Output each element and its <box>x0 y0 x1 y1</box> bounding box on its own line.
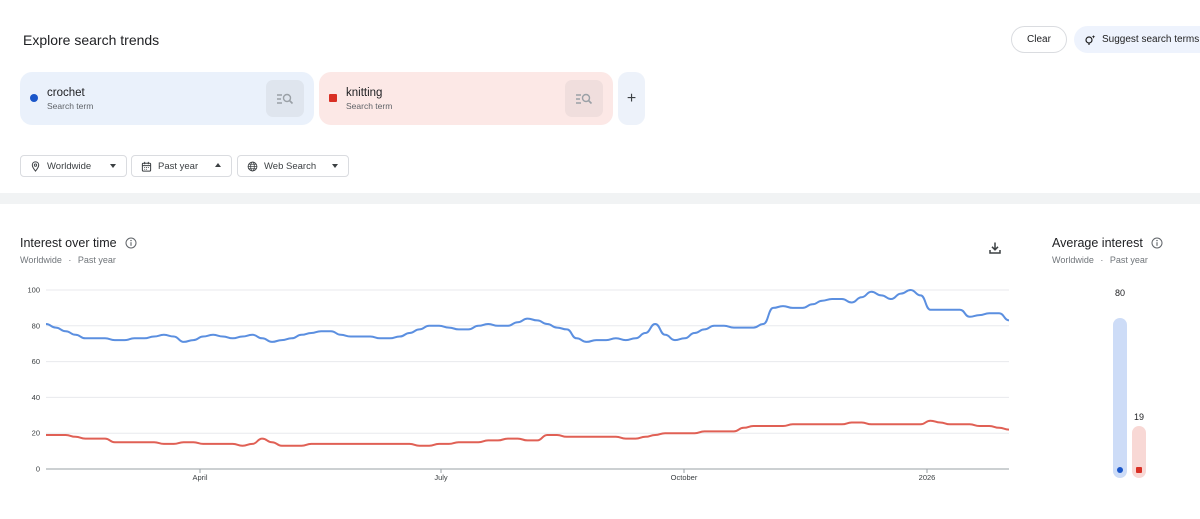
download-icon[interactable] <box>988 241 1002 255</box>
subtitle-separator: · <box>68 255 72 265</box>
interest-over-time-label: Interest over time <box>20 236 117 250</box>
location-pin-icon <box>31 160 40 172</box>
x-tick-label: October <box>671 473 698 482</box>
suggest-search-terms-button[interactable]: Suggest search terms <box>1074 26 1200 53</box>
crochet-color-dot <box>1117 467 1123 473</box>
search-list-icon <box>576 93 593 104</box>
average-interest-subtitle: Worldwide · Past year <box>1052 255 1148 265</box>
average-value-crochet: 80 <box>1114 288 1125 298</box>
y-tick-label: 80 <box>32 321 40 330</box>
plus-icon: + <box>626 89 637 107</box>
x-tick-label: April <box>192 473 207 482</box>
sparkle-icon <box>1085 34 1096 45</box>
series-line-crochet[interactable] <box>45 289 1010 343</box>
location-filter[interactable]: Worldwide <box>20 155 127 177</box>
y-tick-label: 0 <box>36 465 40 474</box>
average-bar-crochet <box>1113 317 1127 478</box>
globe-icon <box>247 161 258 171</box>
calendar-icon <box>141 161 152 172</box>
subtitle-location: Worldwide <box>20 255 62 265</box>
chevron-down-icon <box>332 164 338 168</box>
search-list-icon <box>277 93 294 104</box>
term-subtitle: Search term <box>346 101 393 111</box>
clear-button[interactable]: Clear <box>1011 26 1067 53</box>
term-card-knitting[interactable]: knitting Search term <box>319 72 613 125</box>
info-icon[interactable] <box>125 237 137 249</box>
average-interest-title: Average interest <box>1052 236 1163 250</box>
subtitle-separator: · <box>1100 255 1104 265</box>
add-term-button[interactable]: + <box>618 72 645 125</box>
x-tick-label: 2026 <box>919 473 936 482</box>
search-property-filter[interactable]: Web Search <box>237 155 349 177</box>
term-subtitle: Search term <box>47 101 94 111</box>
series-color-dot <box>30 94 38 102</box>
y-tick-label: 100 <box>27 286 40 295</box>
chevron-down-icon <box>110 164 116 168</box>
subtitle-period: Past year <box>1109 255 1148 265</box>
interest-over-time-title: Interest over time <box>20 236 137 250</box>
info-icon[interactable] <box>1151 237 1163 249</box>
chevron-up-icon <box>215 163 221 167</box>
y-tick-label: 40 <box>32 393 40 402</box>
average-interest-label: Average interest <box>1052 236 1143 250</box>
location-filter-label: Worldwide <box>47 160 92 172</box>
subtitle-location: Worldwide <box>1052 255 1094 265</box>
page-title: Explore search trends <box>23 32 160 48</box>
time-range-filter[interactable]: Past year <box>131 155 232 177</box>
term-search-button[interactable] <box>266 80 304 117</box>
series-line-knitting[interactable] <box>46 419 1010 447</box>
average-bar-knitting <box>1132 426 1146 478</box>
knitting-color-square <box>1136 467 1142 473</box>
x-tick-label: July <box>434 473 448 482</box>
subtitle-period: Past year <box>77 255 116 265</box>
term-name: knitting <box>346 87 383 99</box>
term-card-crochet[interactable]: crochet Search term <box>20 72 314 125</box>
suggest-label: Suggest search terms <box>1102 34 1200 45</box>
interest-over-time-chart: 0 20 40 60 80 100 April July October 2026 <box>27 286 1010 482</box>
term-name: crochet <box>47 87 85 99</box>
interest-over-time-subtitle: Worldwide · Past year <box>20 255 116 265</box>
series-color-square <box>329 94 337 102</box>
term-search-button[interactable] <box>565 80 603 117</box>
average-value-knitting: 19 <box>1133 412 1144 423</box>
time-range-filter-label: Past year <box>158 160 199 172</box>
section-divider <box>0 193 1200 204</box>
y-tick-label: 60 <box>32 357 40 366</box>
y-tick-label: 20 <box>32 429 40 438</box>
search-property-label: Web Search <box>264 160 317 172</box>
